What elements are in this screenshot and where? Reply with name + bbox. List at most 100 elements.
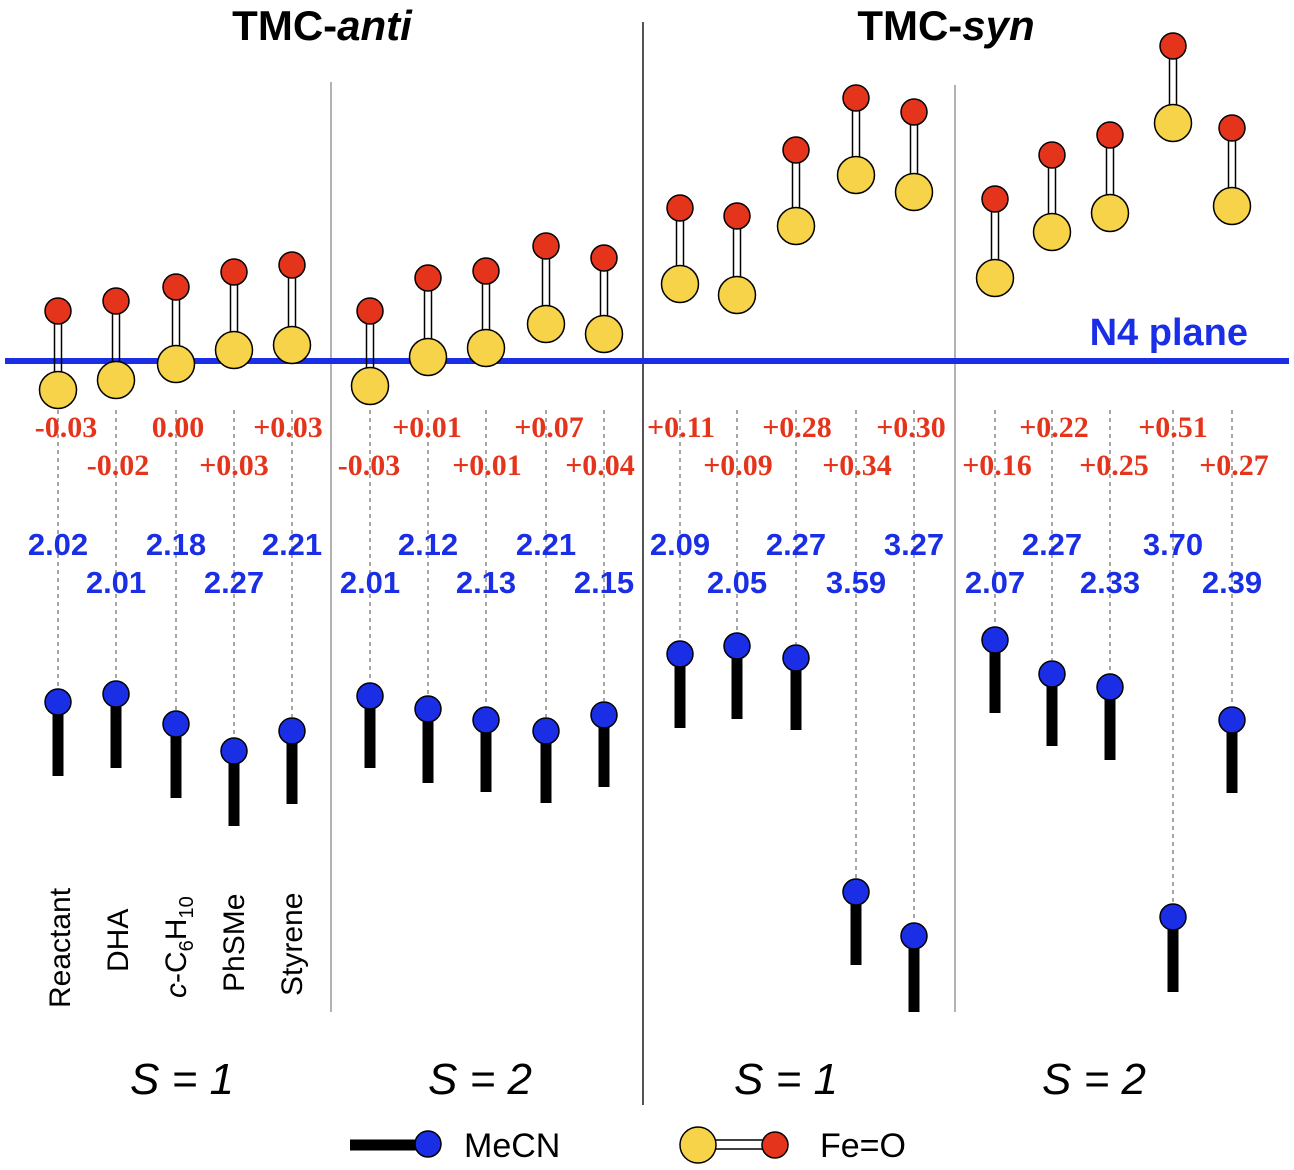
fe-n-distance-g1-1: 2.02 bbox=[28, 527, 88, 562]
fe-atom-g3-4 bbox=[836, 155, 876, 195]
fe-atom-g1-3 bbox=[156, 344, 196, 384]
mecn-n-atom-g1-2 bbox=[102, 680, 130, 708]
o-atom-g2-2 bbox=[414, 264, 442, 292]
fe-n-distance-g3-4: 3.59 bbox=[826, 565, 886, 600]
fe-atom-g1-4 bbox=[214, 330, 254, 370]
legend-mecn-n-atom bbox=[414, 1130, 442, 1158]
fe-atom-g4-5 bbox=[1212, 186, 1252, 226]
o-atom-g2-5 bbox=[590, 244, 618, 272]
fe-atom-g2-1 bbox=[350, 366, 390, 406]
fe-displacement-g2-2: +0.01 bbox=[392, 411, 462, 444]
substrate-labels: Reactant DHA c-C6H10 PhSMe Styrene bbox=[44, 887, 309, 1008]
fe-atom-g3-2 bbox=[717, 275, 757, 315]
o-atom-g4-4 bbox=[1159, 32, 1187, 60]
substrate-label-cyclohexene: c-C6H10 bbox=[160, 896, 198, 998]
fe-n-distance-g2-1: 2.01 bbox=[340, 565, 400, 600]
spin-label-anti-s2: S = 2 bbox=[428, 1055, 532, 1104]
mecn-n-atom-g1-5 bbox=[278, 717, 306, 745]
mecn-n-atom-g3-2 bbox=[723, 632, 751, 660]
o-atom-g4-5 bbox=[1218, 114, 1246, 142]
fe-atom-g1-1 bbox=[38, 370, 78, 410]
fe-atom-g2-5 bbox=[584, 314, 624, 354]
legend-mecn-label: MeCN bbox=[464, 1127, 560, 1165]
fe-atom-g4-2 bbox=[1032, 212, 1072, 252]
fe-displacement-g2-4: +0.07 bbox=[514, 411, 584, 444]
mecn-n-atom-g2-5 bbox=[590, 701, 618, 729]
o-atom-g3-2 bbox=[723, 202, 751, 230]
legend-feo-label: Fe=O bbox=[820, 1127, 906, 1165]
mecn-n-atom-g3-3 bbox=[782, 644, 810, 672]
fe-n-distance-g1-4: 2.27 bbox=[204, 565, 264, 600]
mecn-n-atom-g4-4 bbox=[1159, 903, 1187, 931]
mecn-n-atom-g2-4 bbox=[532, 717, 560, 745]
fe-displacement-g3-2: +0.09 bbox=[703, 449, 773, 482]
fe-displacement-g3-3: +0.28 bbox=[762, 411, 832, 444]
fe-n-distance-g4-3: 2.33 bbox=[1080, 565, 1140, 600]
fe-n-distance-labels: 2.022.012.182.272.212.012.122.132.212.15… bbox=[28, 527, 1262, 600]
fe-atom-g2-3 bbox=[466, 328, 506, 368]
o-atom-g2-4 bbox=[532, 232, 560, 260]
mecn-n-atom-g1-1 bbox=[44, 688, 72, 716]
fe-n-distance-g3-1: 2.09 bbox=[650, 527, 710, 562]
fe-displacement-g2-5: +0.04 bbox=[565, 449, 635, 482]
substrate-label-dha: DHA bbox=[102, 909, 135, 972]
panel-title-anti: TMC-anti bbox=[232, 2, 413, 49]
mecn-n-atom-g4-1 bbox=[981, 626, 1009, 654]
fe-displacement-g4-5: +0.27 bbox=[1199, 449, 1269, 482]
spin-label-syn-s2: S = 2 bbox=[1042, 1055, 1146, 1104]
fe-n-distance-g4-5: 2.39 bbox=[1202, 565, 1262, 600]
fe-displacement-g1-5: +0.03 bbox=[253, 411, 323, 444]
o-atom-g1-2 bbox=[102, 287, 130, 315]
fe-n-distance-g4-2: 2.27 bbox=[1022, 527, 1082, 562]
legend-o-atom bbox=[761, 1131, 789, 1159]
fe-atom-g3-3 bbox=[776, 206, 816, 246]
spin-label-anti-s1: S = 1 bbox=[130, 1055, 234, 1104]
o-atom-g3-5 bbox=[900, 98, 928, 126]
fe-atom-g3-1 bbox=[660, 264, 700, 304]
fe-o-group bbox=[38, 32, 1252, 410]
o-atom-g1-5 bbox=[278, 251, 306, 279]
o-atom-g1-3 bbox=[162, 273, 190, 301]
legend: MeCN Fe=O bbox=[350, 1126, 906, 1165]
fe-displacement-g4-3: +0.25 bbox=[1079, 449, 1149, 482]
fe-atom-g4-1 bbox=[975, 258, 1015, 298]
o-atom-g3-1 bbox=[666, 194, 694, 222]
fe-n-distance-g1-2: 2.01 bbox=[86, 565, 146, 600]
fe-displacement-labels: -0.03 -0.020.00 +0.03 +0.03 -0.03 +0.01 +0.01 +… bbox=[35, 411, 1269, 482]
fe-n-distance-g3-3: 2.27 bbox=[766, 527, 826, 562]
fe-atom-g4-3 bbox=[1090, 193, 1130, 233]
fe-displacement-g4-1: +0.16 bbox=[962, 449, 1032, 482]
mecn-n-atom-g4-5 bbox=[1218, 706, 1246, 734]
mecn-n-atom-g4-2 bbox=[1038, 660, 1066, 688]
fe-n-distance-g2-3: 2.13 bbox=[456, 565, 516, 600]
o-atom-g4-1 bbox=[981, 185, 1009, 213]
fe-n-distance-g3-2: 2.05 bbox=[707, 565, 767, 600]
legend-fe-atom bbox=[679, 1126, 717, 1164]
o-atom-g3-3 bbox=[782, 136, 810, 164]
guide-lines bbox=[57, 410, 1233, 922]
panel-title-syn: TMC-syn bbox=[857, 2, 1034, 49]
fe-displacement-g3-1: +0.11 bbox=[647, 411, 715, 444]
mecn-n-atom-g3-4 bbox=[842, 878, 870, 906]
mecn-n-atom-g2-1 bbox=[356, 682, 384, 710]
o-atom-g3-4 bbox=[842, 84, 870, 112]
o-atom-g4-2 bbox=[1038, 141, 1066, 169]
fe-displacement-g2-3: +0.01 bbox=[452, 449, 522, 482]
fe-displacement-g1-1: -0.03 bbox=[35, 411, 98, 444]
o-atom-g2-3 bbox=[472, 257, 500, 285]
fe-displacement-g1-2: -0.02 bbox=[87, 449, 150, 482]
substrate-label-styrene: Styrene bbox=[276, 893, 309, 996]
mecn-n-atom-g1-4 bbox=[220, 737, 248, 765]
fe-displacement-g1-4: +0.03 bbox=[199, 449, 269, 482]
fe-atom-g4-4 bbox=[1153, 103, 1193, 143]
fe-n-distance-g3-5: 3.27 bbox=[884, 527, 944, 562]
mecn-n-atom-g2-3 bbox=[472, 706, 500, 734]
fe-n-distance-g2-2: 2.12 bbox=[398, 527, 458, 562]
o-atom-g2-1 bbox=[356, 297, 384, 325]
mecn-n-atom-g3-5 bbox=[900, 922, 928, 950]
fe-atom-g3-5 bbox=[894, 172, 934, 212]
substrate-label-phsme: PhSMe bbox=[218, 894, 251, 992]
spin-label-syn-s1: S = 1 bbox=[734, 1055, 838, 1104]
fe-n-distance-g2-4: 2.21 bbox=[516, 527, 576, 562]
